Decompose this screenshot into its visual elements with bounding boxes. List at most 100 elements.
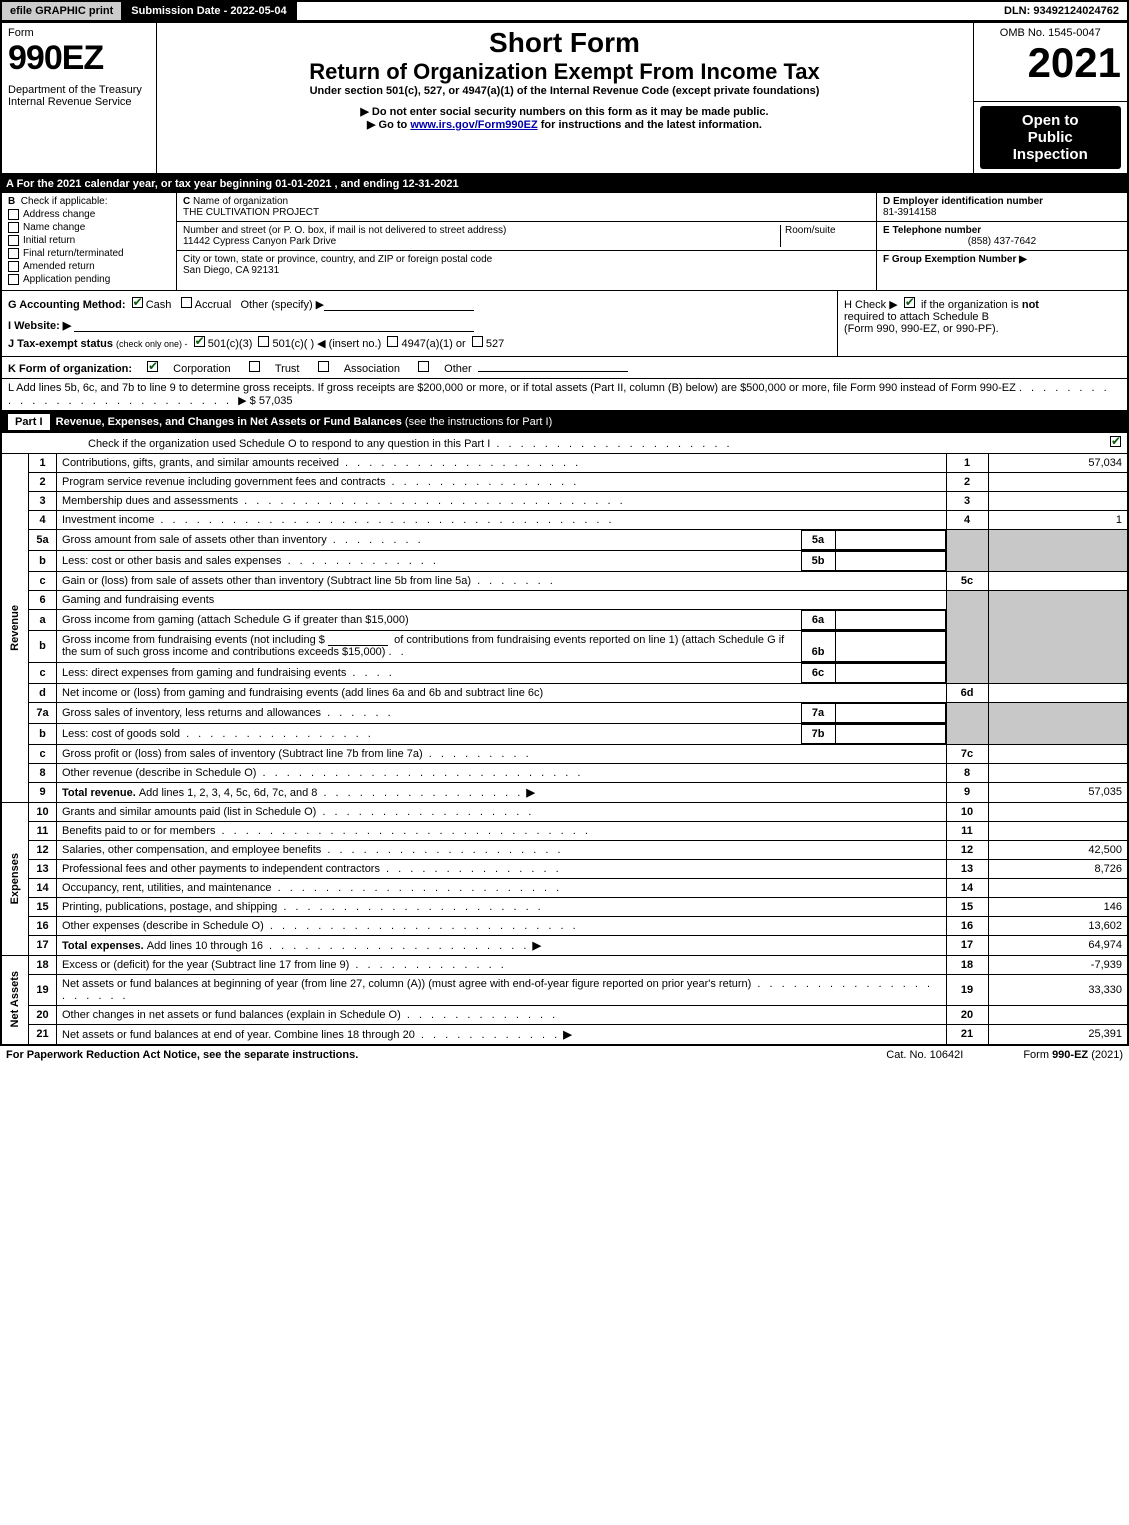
ein-value: 81-3914158 — [883, 207, 936, 218]
line6b-text1: Gross income from fundraising events (no… — [62, 634, 325, 646]
street-value: 11442 Cypress Canyon Park Drive — [183, 236, 336, 247]
other-specify-input[interactable] — [324, 299, 474, 311]
checkbox-amended-return[interactable] — [8, 261, 19, 272]
group-exemption-label: F Group Exemption Number ▶ — [883, 254, 1027, 265]
side-net-assets: Net Assets — [7, 967, 23, 1031]
checkbox-trust[interactable] — [249, 361, 260, 372]
line15-num: 15 — [29, 897, 57, 916]
line3-amt — [988, 491, 1128, 510]
website-input[interactable] — [74, 320, 474, 332]
checkbox-schedule-o[interactable] — [1110, 436, 1121, 447]
checkbox-final-return[interactable] — [8, 248, 19, 259]
line2-num: 2 — [29, 472, 57, 491]
checkbox-4947[interactable] — [387, 336, 398, 347]
efile-print-button[interactable]: efile GRAPHIC print — [2, 2, 123, 20]
line18-num: 18 — [29, 955, 57, 974]
checkbox-schedule-b[interactable] — [904, 297, 915, 308]
line16-text: Other expenses (describe in Schedule O) — [62, 920, 264, 932]
line6b-contrib-input[interactable] — [328, 634, 388, 646]
checkbox-501c[interactable] — [258, 336, 269, 347]
line7c-text: Gross profit or (loss) from sales of inv… — [62, 748, 423, 760]
box-b: B Check if applicable: Address change Na… — [2, 193, 177, 290]
line3-text: Membership dues and assessments — [62, 495, 238, 507]
line6-text: Gaming and fundraising events — [57, 590, 947, 609]
line12-num: 12 — [29, 840, 57, 859]
label-address-change: Address change — [23, 209, 95, 220]
line6b-amt — [835, 631, 945, 661]
line13-text: Professional fees and other payments to … — [62, 863, 380, 875]
line13-amt: 8,726 — [988, 859, 1128, 878]
checkbox-initial-return[interactable] — [8, 235, 19, 246]
checkbox-address-change[interactable] — [8, 209, 19, 220]
line17-text2: Add lines 10 through 16 — [147, 940, 263, 952]
line14-num: 14 — [29, 878, 57, 897]
line11-text: Benefits paid to or for members — [62, 825, 215, 837]
line18-text: Excess or (deficit) for the year (Subtra… — [62, 959, 349, 971]
line6c-num: c — [29, 662, 57, 683]
label-cash: Cash — [146, 299, 172, 311]
row-h: H Check ▶ if the organization is not req… — [844, 297, 1121, 335]
part-i-hint: (see the instructions for Part I) — [405, 416, 552, 428]
street-label: Number and street (or P. O. box, if mail… — [183, 225, 506, 236]
h-line2: required to attach Schedule B — [844, 311, 989, 323]
dots: . . . . . . . . . . . . . . . . . . . . — [496, 438, 732, 450]
checkbox-other-org[interactable] — [418, 361, 429, 372]
label-corporation: Corporation — [173, 363, 230, 375]
line6a-amt — [835, 610, 945, 629]
checkbox-association[interactable] — [318, 361, 329, 372]
tax-exempt-sub: (check only one) - — [116, 339, 188, 349]
checkbox-527[interactable] — [472, 336, 483, 347]
label-4947: 4947(a)(1) or — [401, 338, 465, 350]
subtitle: Under section 501(c), 527, or 4947(a)(1)… — [163, 85, 967, 97]
form-header: Form 990EZ Department of the Treasury In… — [0, 22, 1129, 175]
line5c-ref: 5c — [946, 571, 988, 590]
line11-ref: 11 — [946, 821, 988, 840]
tax-year: 2021 — [980, 39, 1122, 87]
line7a-num: 7a — [29, 702, 57, 723]
part-i-check-text: Check if the organization used Schedule … — [88, 438, 490, 450]
line21-ref: 21 — [946, 1024, 988, 1045]
city-label: City or town, state or province, country… — [183, 254, 492, 265]
line19-ref: 19 — [946, 974, 988, 1005]
line19-text: Net assets or fund balances at beginning… — [62, 978, 751, 990]
arrow-icon: ▶ — [563, 1029, 571, 1041]
line8-num: 8 — [29, 763, 57, 782]
other-org-input[interactable] — [478, 360, 628, 372]
info-grid: B Check if applicable: Address change Na… — [0, 193, 1129, 290]
irs-link[interactable]: www.irs.gov/Form990EZ — [410, 119, 537, 131]
line5a-ref: 5a — [801, 530, 835, 549]
line5b-num: b — [29, 550, 57, 571]
line11-num: 11 — [29, 821, 57, 840]
line2-amt — [988, 472, 1128, 491]
checkbox-accrual[interactable] — [181, 297, 192, 308]
line1-ref: 1 — [946, 453, 988, 472]
form-of-org-label: K Form of organization: — [8, 363, 132, 375]
open-to-public-badge: Open to Public Inspection — [980, 106, 1122, 169]
line13-num: 13 — [29, 859, 57, 878]
telephone-label: E Telephone number — [883, 225, 981, 236]
line20-ref: 20 — [946, 1005, 988, 1024]
label-other-specify: Other (specify) ▶ — [241, 299, 325, 311]
line5b-text: Less: cost or other basis and sales expe… — [62, 555, 282, 567]
line7c-ref: 7c — [946, 744, 988, 763]
footer-right-pre: Form — [1023, 1049, 1052, 1061]
label-527: 527 — [486, 338, 504, 350]
line8-text: Other revenue (describe in Schedule O) — [62, 767, 256, 779]
submission-date-button[interactable]: Submission Date - 2022-05-04 — [123, 2, 296, 20]
checkbox-corporation[interactable] — [147, 361, 158, 372]
line6a-text: Gross income from gaming (attach Schedul… — [62, 614, 409, 626]
line4-amt: 1 — [988, 510, 1128, 529]
goto-pre: ▶ Go to — [367, 119, 410, 131]
checkbox-501c3[interactable] — [194, 336, 205, 347]
line10-amt — [988, 802, 1128, 821]
side-revenue: Revenue — [7, 601, 23, 655]
form-word: Form — [8, 27, 150, 39]
line18-amt: -7,939 — [988, 955, 1128, 974]
checkbox-cash[interactable] — [132, 297, 143, 308]
line7a-amt — [835, 703, 945, 722]
line3-ref: 3 — [946, 491, 988, 510]
checkbox-name-change[interactable] — [8, 222, 19, 233]
checkbox-application-pending[interactable] — [8, 274, 19, 285]
line6d-text: Net income or (loss) from gaming and fun… — [62, 687, 543, 699]
row-i: I Website: ▶ — [8, 319, 831, 332]
